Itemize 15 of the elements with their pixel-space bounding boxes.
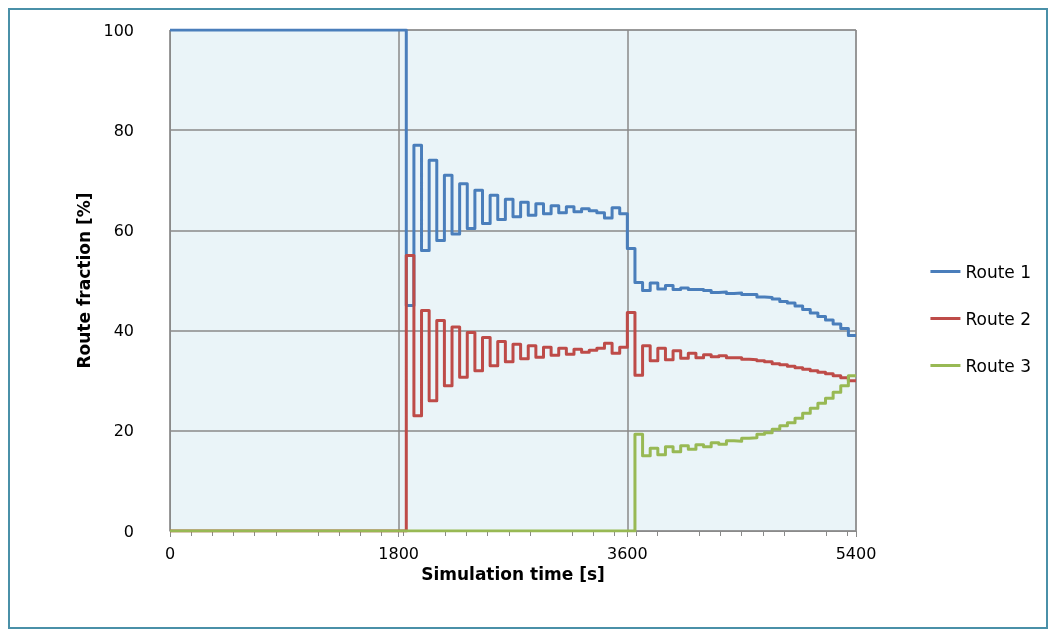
- y-tick-label: 40: [113, 321, 134, 341]
- x-tick-label: 0: [164, 543, 176, 563]
- y-tick-label: 20: [113, 421, 134, 441]
- y-tick-label: 60: [113, 220, 134, 240]
- x-tick-label: 5400: [835, 543, 877, 563]
- y-tick-label: 80: [113, 120, 134, 140]
- legend-label: Route 1: [965, 261, 1032, 282]
- legend-label: Route 3: [965, 355, 1032, 376]
- x-tick-label: 3600: [606, 543, 648, 563]
- y-tick-label: 100: [103, 20, 134, 40]
- y-tick-label: 0: [123, 521, 134, 541]
- y-axis-title: Route fraction [%]: [74, 192, 95, 369]
- legend-label: Route 2: [965, 308, 1032, 329]
- x-tick-label: 1800: [378, 543, 420, 563]
- x-axis-title: Simulation time [s]: [421, 564, 605, 585]
